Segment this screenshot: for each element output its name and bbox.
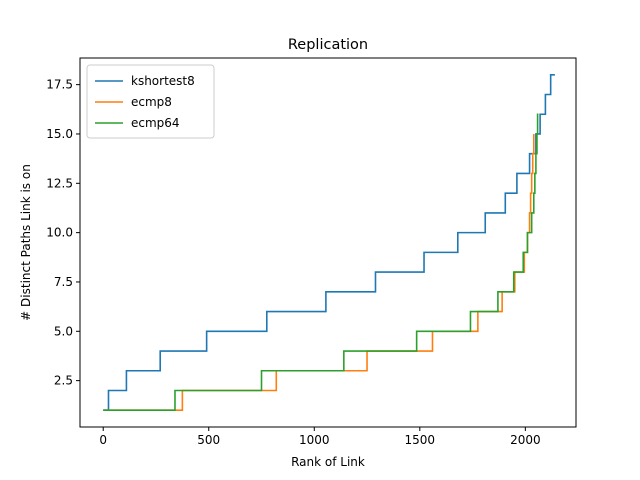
x-tick-label: 1500	[405, 433, 436, 447]
x-tick-label: 2000	[510, 433, 541, 447]
legend-label-ecmp8: ecmp8	[131, 95, 172, 109]
legend-label-ecmp64: ecmp64	[131, 116, 180, 130]
series-line-ecmp64	[103, 113, 539, 412]
x-tick-label: 0	[99, 433, 107, 447]
y-tick-label: 7.5	[54, 275, 73, 289]
y-axis-label: # Distinct Paths Link is on	[19, 164, 33, 321]
plot-area-frame	[79, 57, 577, 428]
y-tick-label: 2.5	[54, 374, 73, 388]
y-tick-label: 15.0	[46, 127, 73, 141]
y-tick-label: 17.5	[46, 78, 73, 92]
y-tick-label: 5.0	[54, 324, 73, 338]
chart-title: Replication	[288, 37, 368, 53]
x-axis: 0 500 1000 1500 2000	[99, 427, 541, 447]
y-tick-label: 10.0	[46, 226, 73, 240]
legend: kshortest8 ecmp8 ecmp64	[86, 64, 215, 139]
y-axis: 2.5 5.0 7.5 10.0 12.5 15.0 17.5	[46, 78, 80, 388]
legend-box	[86, 64, 215, 139]
x-tick-label: 500	[197, 433, 220, 447]
legend-label-kshortest8: kshortest8	[131, 74, 195, 88]
series-layer	[103, 73, 555, 412]
x-tick-label: 1000	[299, 433, 330, 447]
y-tick-label: 12.5	[46, 176, 73, 190]
x-axis-label: Rank of Link	[291, 455, 365, 469]
series-line-kshortest8	[103, 73, 555, 412]
